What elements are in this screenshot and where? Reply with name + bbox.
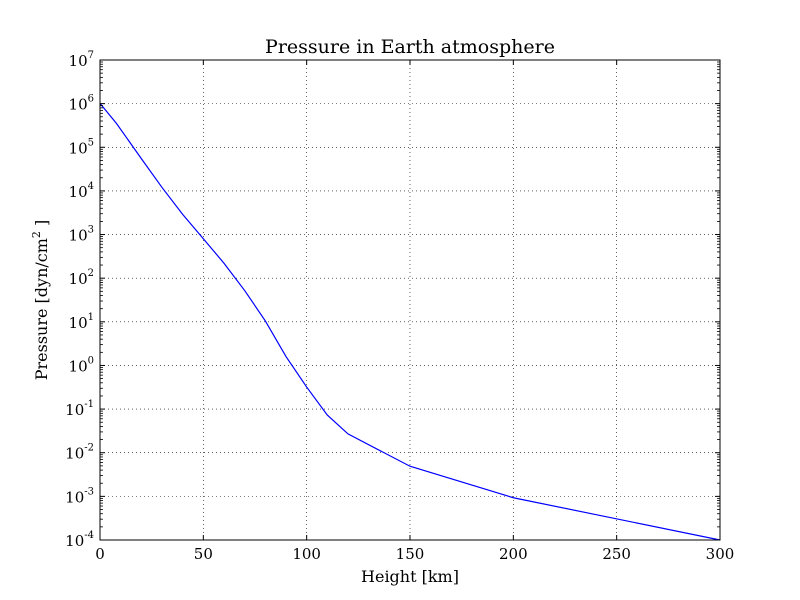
y-axis-label-base: Pressure [dyn/cm <box>32 238 51 380</box>
pressure-series-line <box>99 103 721 541</box>
y-tick-label-base: 10 <box>65 445 84 463</box>
y-tick-label-exponent: 0 <box>88 355 94 366</box>
series-layer <box>99 103 721 541</box>
chart-title: Pressure in Earth atmosphere <box>265 36 555 58</box>
y-tick-label-exponent: -1 <box>84 399 94 410</box>
y-tick-label: 10-1 <box>65 399 94 419</box>
y-tick-label-exponent: -3 <box>84 486 94 497</box>
y-tick-label: 10-4 <box>65 530 94 550</box>
x-tick-label: 50 <box>194 545 213 563</box>
y-tick-label-base: 10 <box>69 227 88 245</box>
y-tick-label-base: 10 <box>65 488 84 506</box>
x-tick-label: 100 <box>292 545 321 563</box>
x-tick-label: 250 <box>602 545 631 563</box>
y-tick-label: 106 <box>69 94 94 114</box>
y-tick-label-exponent: 4 <box>88 181 94 192</box>
y-tick-label: 10-3 <box>65 486 94 506</box>
y-axis-label: Pressure [dyn/cm2 ] <box>30 220 51 381</box>
y-tick-label-base: 10 <box>65 532 84 550</box>
y-tick-label-base: 10 <box>69 52 88 70</box>
y-tick-label-exponent: 6 <box>88 94 94 105</box>
y-tick-label-exponent: 3 <box>88 225 94 236</box>
y-tick-label: 100 <box>69 355 94 375</box>
y-tick-label-base: 10 <box>69 183 88 201</box>
x-axis-label: Height [km] <box>361 567 459 586</box>
y-tick-label: 102 <box>69 268 94 288</box>
x-tick-label: 300 <box>706 545 735 563</box>
y-axis-label-superscript: 2 <box>30 231 43 238</box>
y-tick-label-exponent: -4 <box>84 530 94 541</box>
y-tick-label-exponent: 7 <box>88 50 94 61</box>
y-axis-label-tail: ] <box>32 220 51 231</box>
y-tick-label: 10-2 <box>65 443 94 463</box>
y-tick-label-exponent: 5 <box>88 137 94 148</box>
y-tick-label-exponent: 1 <box>88 312 94 323</box>
x-tick-labels: 0 50 100 150 200 250 300 <box>95 545 734 563</box>
x-tick-label: 0 <box>95 545 105 563</box>
y-tick-label-exponent: -2 <box>84 443 94 454</box>
y-tick-label-base: 10 <box>69 314 88 332</box>
y-tick-label: 103 <box>69 225 94 245</box>
x-tick-label: 150 <box>396 545 425 563</box>
y-tick-label-exponent: 2 <box>88 268 94 279</box>
y-tick-label-base: 10 <box>69 357 88 375</box>
y-tick-label-base: 10 <box>69 96 88 114</box>
plot-frame <box>99 59 721 541</box>
x-tick-label: 200 <box>499 545 528 563</box>
y-tick-label: 104 <box>69 181 94 201</box>
y-tick-label-base: 10 <box>69 139 88 157</box>
y-tick-label-base: 10 <box>65 401 84 419</box>
y-tick-label-base: 10 <box>69 270 88 288</box>
y-tick-label: 107 <box>69 50 94 70</box>
y-tick-label: 105 <box>69 137 94 157</box>
y-tick-label: 101 <box>69 312 94 332</box>
